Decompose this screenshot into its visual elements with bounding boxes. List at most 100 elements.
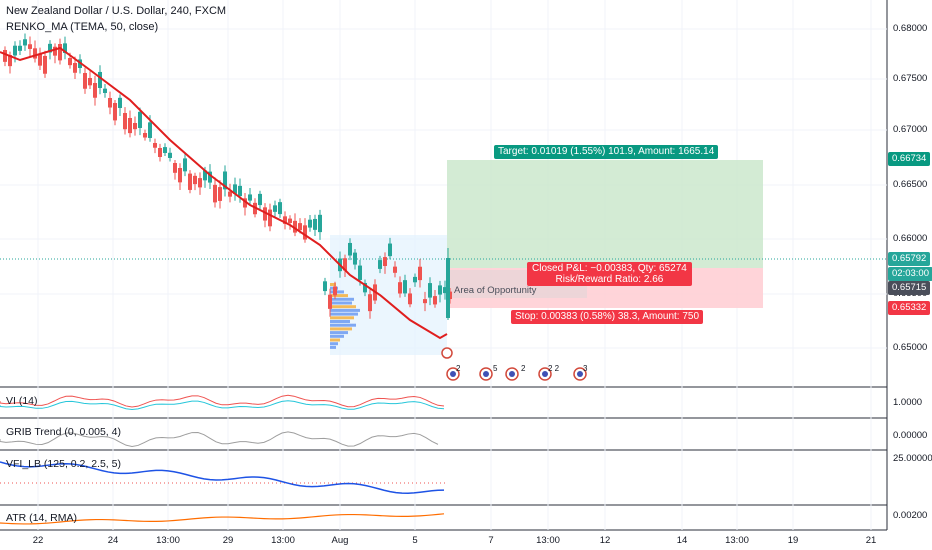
volume-profile-bar xyxy=(330,308,360,312)
candle-body xyxy=(98,71,102,88)
time-label: 5 xyxy=(412,535,418,546)
candle-body xyxy=(278,202,282,215)
event-count: 2 xyxy=(456,364,461,373)
grib-line xyxy=(0,431,439,447)
time-label: 13:00 xyxy=(271,535,295,546)
moving-average-line xyxy=(0,46,448,340)
symbol-title[interactable]: New Zealand Dollar / U.S. Dollar, 240, F… xyxy=(6,5,227,17)
candle-body xyxy=(383,257,387,267)
candle-body xyxy=(28,44,32,49)
event-flag-icon xyxy=(509,371,515,377)
time-label: 19 xyxy=(787,535,799,546)
candle-body xyxy=(3,50,7,62)
candle-body xyxy=(368,294,372,312)
candle-body xyxy=(428,283,432,298)
event-flag-icon xyxy=(542,371,548,377)
pane-tick: 25.00000 xyxy=(893,453,932,464)
candle-body xyxy=(328,294,332,309)
price-tick: 0.67000 xyxy=(893,124,928,135)
pane-tick: 0.00000 xyxy=(893,430,928,441)
candle-body xyxy=(303,225,307,240)
vfi-pane-label[interactable]: VFI_LB (125, 0.2, 2.5, 5) xyxy=(6,458,121,470)
candle-body xyxy=(163,147,167,153)
price-tick: 0.66500 xyxy=(893,179,928,190)
candle-body xyxy=(43,55,47,74)
time-label: 22 xyxy=(32,535,44,546)
volume-profile-bar xyxy=(330,327,352,331)
vi-minus-line xyxy=(0,400,445,410)
candle-body xyxy=(128,118,132,134)
time-label: 21 xyxy=(865,535,877,546)
candle-body xyxy=(223,171,227,190)
candle-body xyxy=(363,282,367,293)
candle-body xyxy=(178,168,182,183)
risk-reward-text: Risk/Reward Ratio: 2.66 xyxy=(555,274,664,285)
candle-body xyxy=(183,158,187,172)
candle-body xyxy=(108,98,112,108)
candle-body xyxy=(33,48,37,59)
indicator-label[interactable]: RENKO_MA (TEMA, 50, close) xyxy=(6,21,159,33)
price-tick: 0.65000 xyxy=(893,342,928,353)
closed-pnl-label[interactable]: Closed P&L: −0.00383, Qty: 65274 Risk/Re… xyxy=(527,262,692,286)
time-label: 13:00 xyxy=(156,535,180,546)
candle-body xyxy=(123,113,127,130)
candle-body xyxy=(388,243,392,257)
time-label: 24 xyxy=(107,535,119,546)
volume-profile-bar xyxy=(330,331,348,335)
event-flag-icon xyxy=(441,347,453,359)
target-label[interactable]: Target: 0.01019 (1.55%) 101.9, Amount: 1… xyxy=(494,145,719,159)
candle-body xyxy=(208,171,212,183)
candle-body xyxy=(273,205,277,212)
candle-body xyxy=(188,173,192,190)
event-count: 2 xyxy=(521,364,526,373)
pane-tick: 1.0000 xyxy=(893,397,923,408)
candle-body xyxy=(348,242,352,256)
candle-body xyxy=(168,152,172,158)
volume-profile-bar xyxy=(330,294,348,298)
candle-body xyxy=(23,39,27,46)
volume-profile-bar xyxy=(330,342,338,346)
vi-pane-label[interactable]: VI (14) xyxy=(6,395,38,407)
candle-body xyxy=(193,175,197,185)
candle-body xyxy=(93,83,97,98)
stop-label[interactable]: Stop: 0.00383 (0.58%) 38.3, Amount: 750 xyxy=(511,310,704,324)
time-label: 14 xyxy=(676,535,688,546)
candle-body xyxy=(218,187,222,201)
price-badge: 02:03:00 xyxy=(888,267,932,281)
candle-body xyxy=(118,97,122,108)
price-badge: 0.65715 xyxy=(888,281,931,295)
closed-pnl-text: Closed P&L: −0.00383, Qty: 65274 xyxy=(532,263,687,274)
candle-body xyxy=(313,218,317,230)
event-count: 2 2 xyxy=(548,364,560,373)
event-flag-icon xyxy=(450,371,456,377)
candle-body xyxy=(443,287,447,294)
event-count: 3 xyxy=(583,364,588,373)
candle-body xyxy=(248,194,252,201)
price-badge: 0.65332 xyxy=(888,301,931,315)
candle-body xyxy=(103,88,107,93)
atr-pane-label[interactable]: ATR (14, RMA) xyxy=(6,512,77,524)
candle-body xyxy=(433,296,437,305)
candle-body xyxy=(153,143,157,148)
candle-body xyxy=(446,258,450,318)
candle-body xyxy=(198,178,202,188)
candle-body xyxy=(83,73,87,89)
candle-body xyxy=(53,46,57,56)
candle-body xyxy=(143,133,147,138)
time-label: 29 xyxy=(222,535,234,546)
price-badge: 0.65792 xyxy=(888,252,931,266)
time-label: 12 xyxy=(599,535,611,546)
candle-body xyxy=(238,185,242,197)
candle-body xyxy=(398,282,402,294)
candle-body xyxy=(263,207,267,221)
candle-body xyxy=(73,63,77,73)
candle-body xyxy=(258,193,262,206)
volume-profile-bar xyxy=(330,301,352,305)
candle-body xyxy=(403,280,407,294)
candle-body xyxy=(48,43,52,53)
candle-body xyxy=(318,214,322,233)
candle-body xyxy=(38,53,42,66)
grib-pane-label[interactable]: GRIB Trend (0, 0.005, 4) xyxy=(6,426,121,438)
volume-profile-bar xyxy=(330,312,358,316)
